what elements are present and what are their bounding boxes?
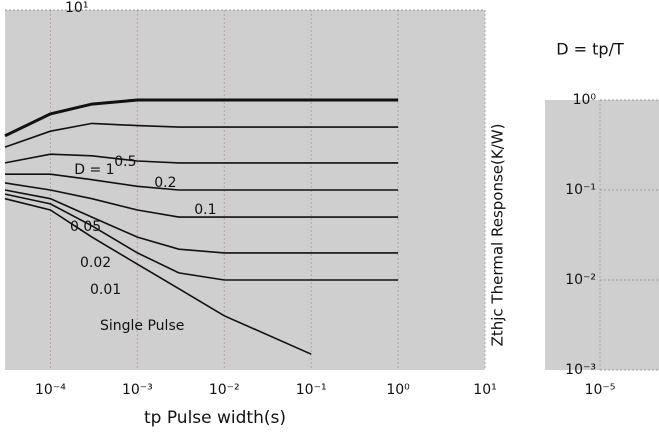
series-label: 0.1: [194, 202, 216, 218]
x-tick-label: 10⁻¹: [296, 382, 327, 398]
y-tick-label: 10⁰: [573, 92, 597, 108]
y-tick-label: 10⁻³: [565, 362, 596, 378]
y-axis-label: Zthjc Thermal Response(K/W): [489, 124, 507, 347]
series-line: [4, 98, 399, 138]
y-tick-label: 10⁻²: [565, 272, 596, 288]
series-label: 0.01: [90, 282, 121, 298]
series-label: 0.02: [80, 255, 111, 271]
series-line: [4, 193, 399, 281]
series-line: [4, 182, 399, 218]
y-tick-label: 10¹: [65, 0, 88, 16]
series-line: [5, 173, 399, 191]
series-line: [4, 189, 399, 254]
x-tick-label: 10⁻²: [209, 382, 240, 398]
x-tick-label: 10⁻³: [122, 382, 153, 398]
series-line: [4, 197, 312, 355]
series-label: D = 1: [74, 162, 114, 178]
series-label: Single Pulse: [100, 318, 184, 334]
y-tick-label: 10⁻¹: [565, 182, 596, 198]
series-label: 0.2: [154, 175, 176, 191]
x-tick-label: 10¹: [473, 382, 496, 398]
series-label: 0.5: [114, 154, 136, 170]
plot-area-2: [545, 100, 659, 370]
x-axis-label: tp Pulse width(s): [144, 408, 286, 428]
x-tick-label: 10⁻⁴: [35, 382, 66, 398]
x-tick-label: 10⁻⁵: [585, 382, 616, 398]
series-line: [4, 122, 399, 148]
annotation: D = tp/T: [556, 40, 624, 59]
series-line: [4, 153, 399, 164]
x-tick-label: 10⁰: [386, 382, 410, 398]
series-label: 0.05: [70, 219, 101, 235]
